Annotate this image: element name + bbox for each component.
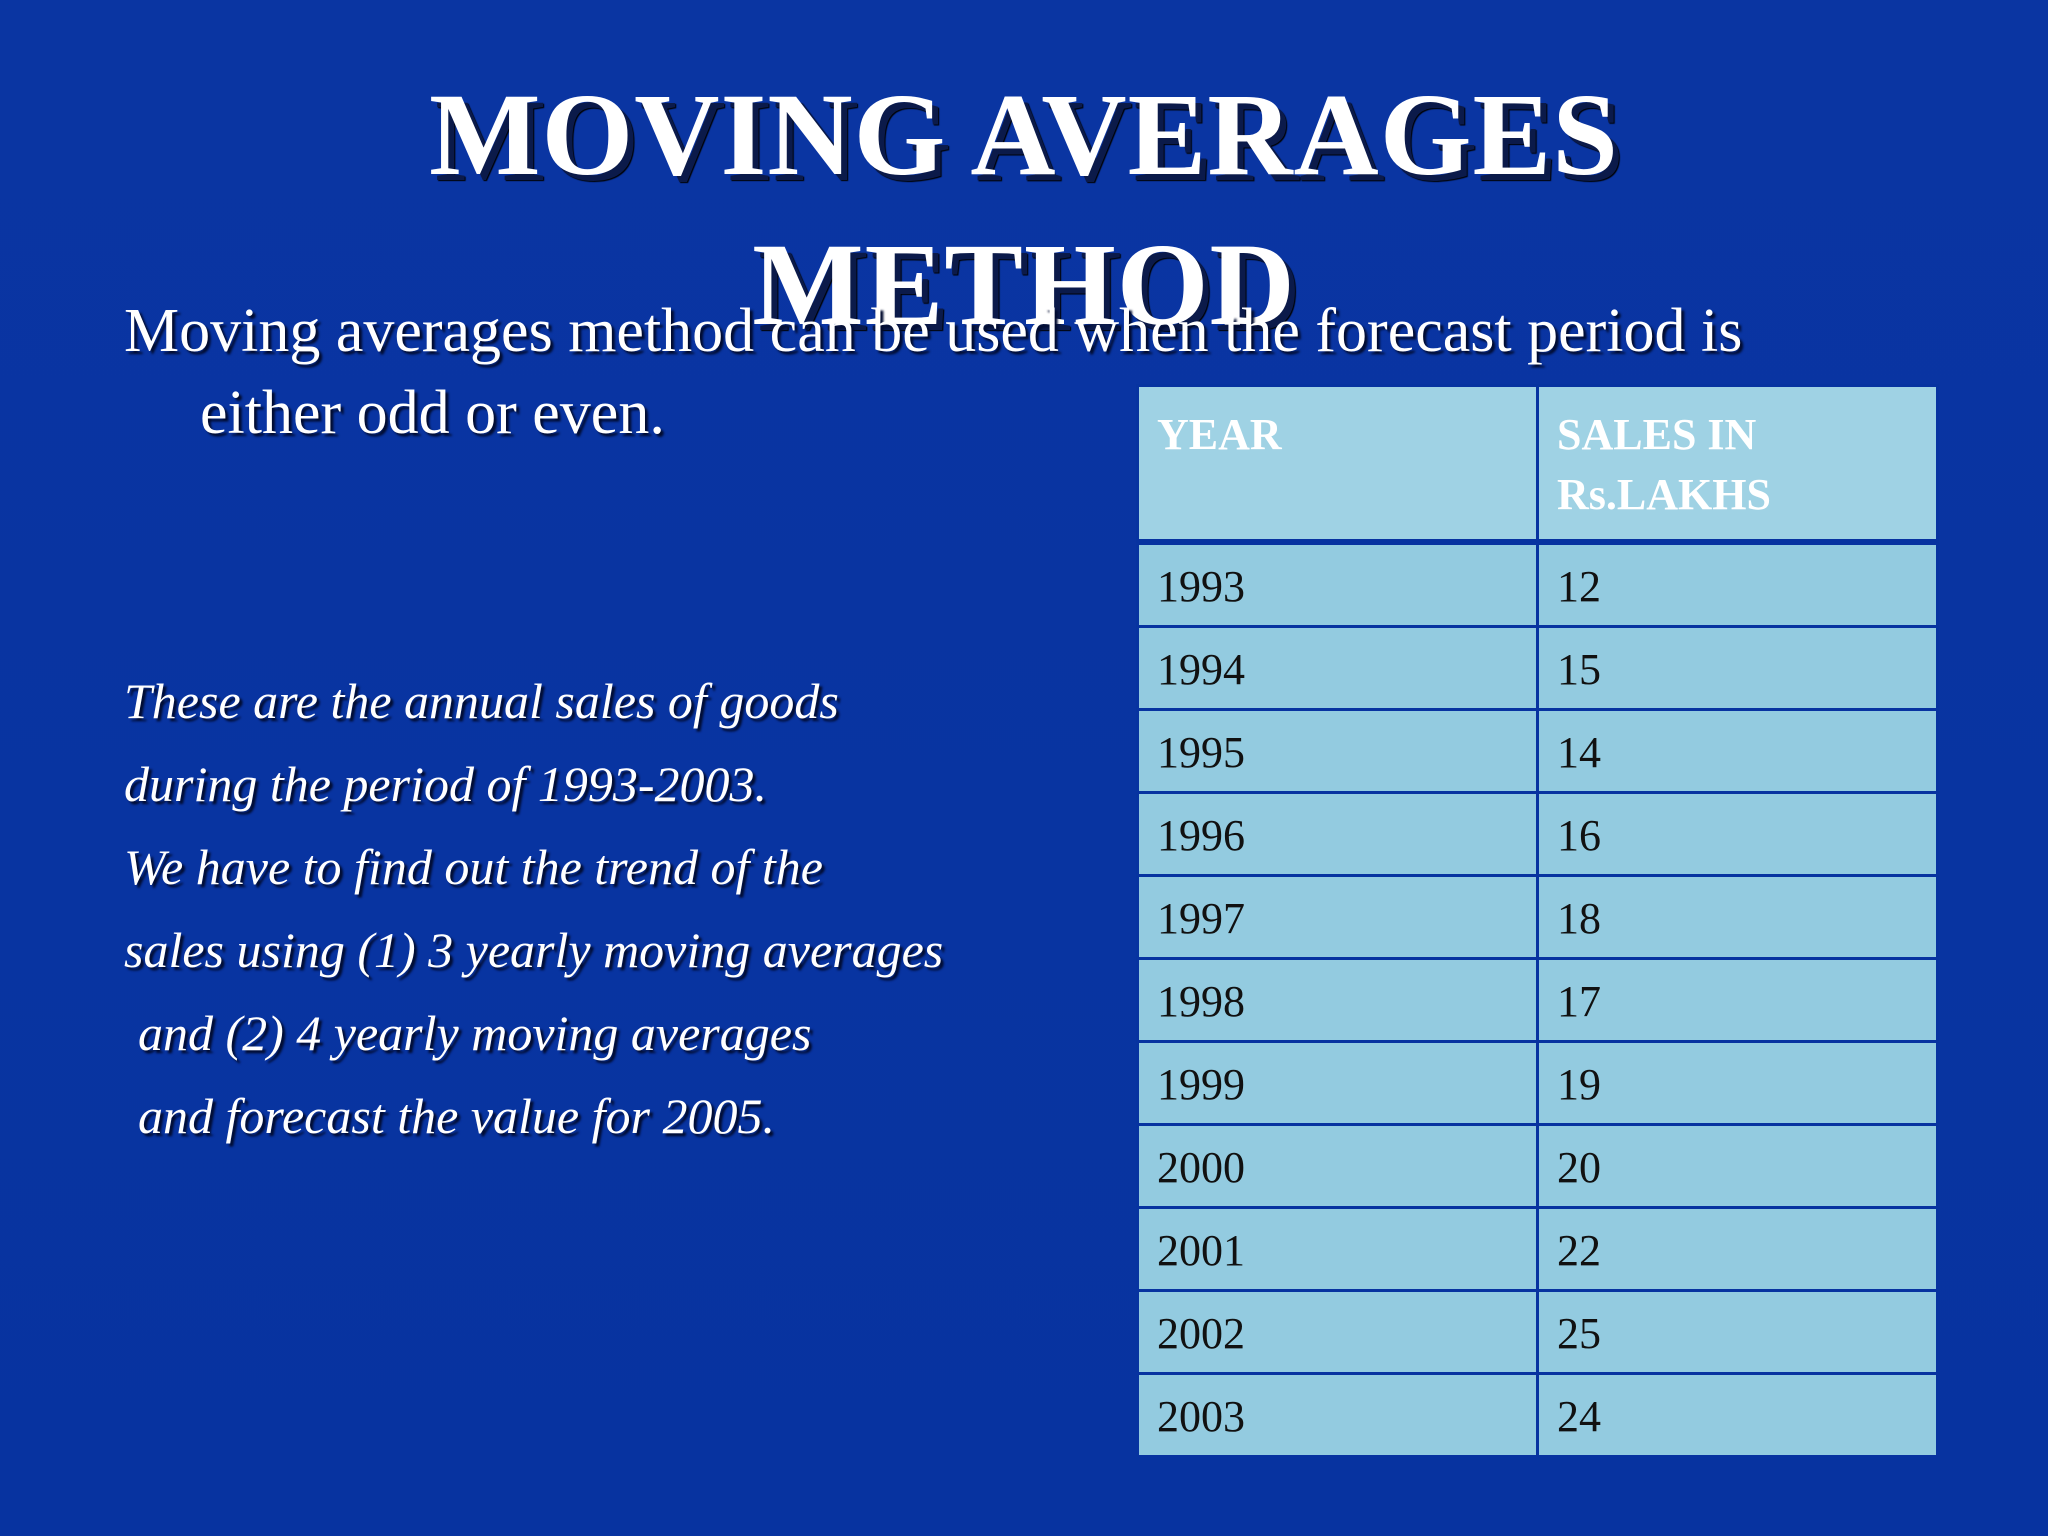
- title-line-2: METHOD: [752, 219, 1296, 350]
- sales-cell: 18: [1536, 874, 1939, 960]
- table-body: 1993 12 1994 15 1995 14 1996 16 1997 18 1998 17 1999…: [1136, 540, 1939, 1458]
- year-cell: 2002: [1136, 1289, 1539, 1375]
- table-row: 1994 15: [1136, 625, 1939, 711]
- description-line: sales using (1) 3 yearly moving averages: [124, 922, 944, 978]
- intro-paragraph: Moving averages method can be used when …: [124, 290, 1924, 454]
- table-row: 1999 19: [1136, 1040, 1939, 1126]
- table-row: 1996 16: [1136, 791, 1939, 877]
- year-cell: 2001: [1136, 1206, 1539, 1292]
- year-cell: 1994: [1136, 625, 1539, 711]
- year-cell: 2003: [1136, 1372, 1539, 1458]
- description-line: These are the annual sales of goods: [124, 673, 839, 729]
- year-cell: 1999: [1136, 1040, 1539, 1126]
- title-line-1: MOVING AVERAGES: [429, 69, 1619, 200]
- table-header-row: YEAR SALES IN Rs.LAKHS: [1136, 384, 1939, 545]
- sales-cell: 14: [1536, 708, 1939, 794]
- sales-cell: 22: [1536, 1206, 1939, 1292]
- table-row: 2000 20: [1136, 1123, 1939, 1209]
- year-cell: 1998: [1136, 957, 1539, 1043]
- table-row: 2002 25: [1136, 1289, 1939, 1375]
- description-line: during the period of 1993-2003.: [124, 756, 768, 812]
- description-line: and forecast the value for 2005.: [138, 1088, 775, 1144]
- year-cell: 1995: [1136, 708, 1539, 794]
- year-cell: 1997: [1136, 874, 1539, 960]
- intro-line-2: either odd or even.: [200, 379, 665, 447]
- sales-cell: 15: [1536, 625, 1939, 711]
- table-row: 2001 22: [1136, 1206, 1939, 1292]
- description-line: We have to find out the trend of the: [124, 839, 823, 895]
- header-year: YEAR: [1136, 384, 1539, 545]
- table-row: 1993 12: [1136, 540, 1939, 628]
- table-row: 2003 24: [1136, 1372, 1939, 1458]
- sales-cell: 24: [1536, 1372, 1939, 1458]
- table-row: 1998 17: [1136, 957, 1939, 1043]
- table-row: 1997 18: [1136, 874, 1939, 960]
- sales-cell: 12: [1536, 540, 1939, 628]
- description-line: and (2) 4 yearly moving averages: [138, 1005, 812, 1061]
- header-sales: SALES IN Rs.LAKHS: [1536, 384, 1939, 545]
- intro-line-1: Moving averages method can be used when …: [124, 297, 1743, 365]
- table-row: 1995 14: [1136, 708, 1939, 794]
- slide-title: MOVING AVERAGES METHOD: [0, 60, 2048, 360]
- sales-cell: 25: [1536, 1289, 1939, 1375]
- sales-cell: 17: [1536, 957, 1939, 1043]
- year-cell: 1996: [1136, 791, 1539, 877]
- year-cell: 2000: [1136, 1123, 1539, 1209]
- year-cell: 1993: [1136, 540, 1539, 628]
- description-paragraph: These are the annual sales of goods duri…: [124, 660, 974, 1158]
- sales-cell: 20: [1536, 1123, 1939, 1209]
- sales-cell: 16: [1536, 791, 1939, 877]
- sales-cell: 19: [1536, 1040, 1939, 1126]
- sales-table: YEAR SALES IN Rs.LAKHS 1993 12 1994 15 1995 1…: [1136, 384, 1939, 1458]
